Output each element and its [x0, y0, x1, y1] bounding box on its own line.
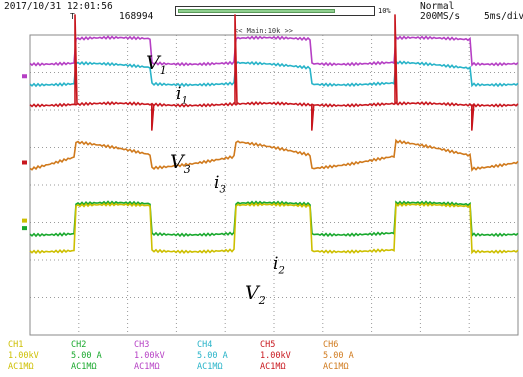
label-i2: i2 — [273, 254, 285, 277]
datetime: 2017/10/31 12:01:56 — [4, 1, 113, 12]
trace-ch2 — [29, 200, 519, 238]
channel-scale: 1.00kV — [8, 351, 39, 361]
ground-marker — [22, 226, 27, 231]
channel-name: CH6 — [323, 340, 339, 350]
channel-coupling: AC1MΩ — [323, 362, 349, 372]
channel-coupling: AC1MΩ — [260, 362, 286, 372]
channel-name: CH4 — [197, 340, 213, 350]
channel-ch1: CH1 1.00kV AC1MΩ — [8, 340, 39, 373]
channel-ch4: CH4 5.00 A AC1MΩ — [197, 340, 228, 373]
channel-ch3: CH3 1.00kV AC1MΩ — [134, 340, 165, 373]
trace-ch4 — [29, 59, 519, 88]
channel-scale: 1.00kV — [260, 351, 291, 361]
channel-scale: 5.00 A — [71, 351, 102, 361]
channel-scale: 5.00 A — [197, 351, 228, 361]
channel-scale: 1.00kV — [134, 351, 165, 361]
label-v3: V3 — [170, 151, 191, 176]
channel-name: CH5 — [260, 340, 276, 350]
zoom-bar-fill — [178, 9, 335, 13]
label-i1: i1 — [176, 84, 188, 107]
label-v1: V1 — [146, 52, 167, 77]
trace-ch1 — [29, 202, 519, 255]
channel-name: CH2 — [71, 340, 87, 350]
channel-markers — [22, 74, 27, 231]
trigger-marker: T — [70, 12, 75, 21]
label-v2: V2 — [245, 282, 266, 307]
channel-ch5: CH5 1.00kV AC1MΩ — [260, 340, 291, 373]
channel-ch6: CH6 5.00 A AC1MΩ — [323, 340, 354, 373]
zoom-bar[interactable] — [175, 6, 375, 16]
main-label: << Main:10k >> — [234, 27, 294, 35]
sample-rate: 200MS/s — [420, 11, 461, 22]
channel-coupling: AC1MΩ — [134, 362, 160, 372]
extra-label: 5ms/div — [484, 11, 523, 22]
screen-border — [29, 34, 519, 336]
channel-name: CH3 — [134, 340, 150, 350]
record-count: 168994 — [119, 11, 154, 22]
channel-name: CH1 — [8, 340, 24, 350]
channel-coupling: AC1MΩ — [8, 362, 34, 372]
label-i3: i3 — [214, 173, 226, 196]
grid — [29, 34, 519, 336]
trace-ch5 — [29, 14, 519, 131]
ground-marker — [22, 74, 27, 79]
ground-marker — [22, 160, 27, 165]
zoom-percent: 10% — [378, 7, 391, 15]
traces — [29, 14, 519, 255]
mode: Normal — [420, 1, 455, 12]
channel-ch2: CH2 5.00 A AC1MΩ — [71, 340, 102, 373]
trace-ch3 — [29, 35, 519, 67]
channel-coupling: AC1MΩ — [71, 362, 97, 372]
channel-coupling: AC1MΩ — [197, 362, 223, 372]
trace-ch6 — [29, 138, 519, 172]
ground-marker — [22, 218, 27, 223]
channel-scale: 5.00 A — [323, 351, 354, 361]
